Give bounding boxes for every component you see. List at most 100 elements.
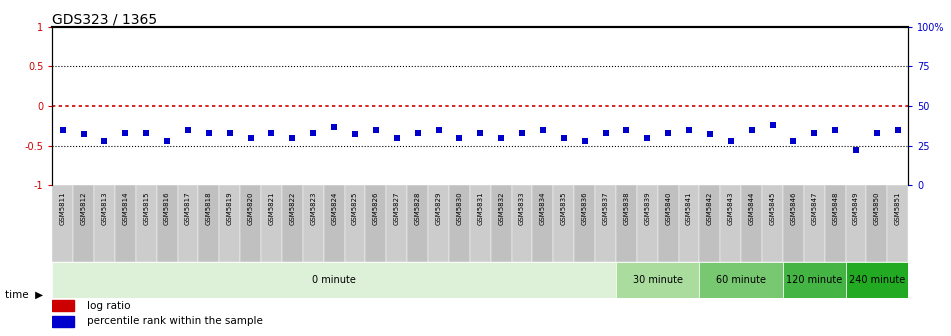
Text: GSM5834: GSM5834	[540, 191, 546, 225]
Bar	[699, 262, 783, 298]
Point	[806, 130, 822, 136]
Point	[827, 127, 843, 132]
Point	[682, 127, 697, 132]
Bar	[94, 185, 115, 262]
Point	[494, 135, 509, 140]
Text: GSM5841: GSM5841	[686, 191, 692, 225]
Bar	[199, 185, 220, 262]
Point	[431, 127, 446, 132]
Point	[848, 148, 864, 153]
Text: GSM5811: GSM5811	[60, 191, 66, 225]
Text: 30 minute: 30 minute	[632, 275, 683, 285]
Bar	[637, 185, 658, 262]
Point	[202, 130, 217, 136]
Text: GSM5814: GSM5814	[123, 191, 128, 225]
Bar	[323, 185, 344, 262]
Point	[326, 124, 341, 129]
Bar	[365, 185, 386, 262]
Point	[619, 127, 634, 132]
Text: GSM5825: GSM5825	[352, 191, 358, 225]
Point	[410, 130, 425, 136]
Point	[452, 135, 467, 140]
Text: GSM5832: GSM5832	[498, 191, 504, 225]
Text: GSM5850: GSM5850	[874, 191, 880, 225]
Text: percentile rank within the sample: percentile rank within the sample	[87, 317, 262, 326]
Text: GSM5815: GSM5815	[144, 191, 149, 225]
Point	[723, 138, 738, 143]
Point	[598, 130, 613, 136]
Point	[514, 130, 530, 136]
Text: GSM5839: GSM5839	[644, 191, 650, 225]
Bar	[887, 185, 908, 262]
Bar	[845, 262, 908, 298]
Point	[97, 138, 112, 143]
Bar	[762, 185, 783, 262]
Bar	[281, 185, 302, 262]
Text: GSM5831: GSM5831	[477, 191, 483, 225]
Bar	[783, 185, 804, 262]
Bar	[136, 185, 157, 262]
Point	[535, 127, 551, 132]
Bar	[262, 185, 281, 262]
Point	[786, 138, 801, 143]
Point	[160, 138, 175, 143]
Text: GSM5847: GSM5847	[811, 191, 817, 225]
Text: GSM5849: GSM5849	[853, 191, 859, 225]
Point	[223, 130, 238, 136]
Text: 60 minute: 60 minute	[716, 275, 767, 285]
Point	[890, 127, 905, 132]
Bar	[699, 185, 720, 262]
Text: GSM5824: GSM5824	[331, 191, 337, 225]
Text: GSM5826: GSM5826	[373, 191, 378, 225]
Text: GSM5817: GSM5817	[185, 191, 191, 225]
Text: GSM5821: GSM5821	[268, 191, 275, 225]
Bar	[512, 185, 533, 262]
Point	[473, 130, 488, 136]
Text: GSM5828: GSM5828	[415, 191, 420, 225]
Text: GSM5830: GSM5830	[456, 191, 462, 225]
Text: GSM5823: GSM5823	[310, 191, 317, 225]
Text: GSM5819: GSM5819	[226, 191, 233, 225]
Text: GSM5822: GSM5822	[289, 191, 296, 225]
Bar	[73, 185, 94, 262]
Bar	[845, 185, 866, 262]
Text: GSM5842: GSM5842	[707, 191, 713, 225]
Bar	[52, 300, 74, 311]
Bar	[741, 185, 762, 262]
Bar	[157, 185, 178, 262]
Text: GSM5829: GSM5829	[436, 191, 441, 225]
Bar	[720, 185, 741, 262]
Bar	[866, 185, 887, 262]
Bar	[804, 185, 825, 262]
Bar	[115, 185, 136, 262]
Bar	[428, 185, 449, 262]
Bar	[241, 185, 262, 262]
Point	[305, 130, 320, 136]
Text: GSM5818: GSM5818	[205, 191, 212, 225]
Point	[243, 135, 259, 140]
Text: GDS323 / 1365: GDS323 / 1365	[52, 13, 158, 27]
Text: GSM5848: GSM5848	[832, 191, 838, 225]
Text: GSM5851: GSM5851	[895, 191, 901, 225]
Point	[556, 135, 572, 140]
Bar	[595, 185, 616, 262]
Bar	[52, 185, 73, 262]
Bar	[178, 185, 199, 262]
Bar	[470, 185, 491, 262]
Point	[702, 132, 717, 137]
Text: time  ▶: time ▶	[5, 289, 43, 299]
Text: GSM5838: GSM5838	[624, 191, 630, 225]
Point	[139, 130, 154, 136]
Bar	[658, 185, 679, 262]
Bar	[344, 185, 365, 262]
Bar	[491, 185, 512, 262]
Bar	[616, 262, 699, 298]
Point	[347, 132, 362, 137]
Bar	[574, 185, 595, 262]
Point	[661, 130, 676, 136]
Text: GSM5812: GSM5812	[81, 191, 87, 225]
Text: GSM5844: GSM5844	[748, 191, 755, 225]
Point	[869, 130, 884, 136]
Point	[577, 138, 592, 143]
Text: GSM5827: GSM5827	[394, 191, 399, 225]
